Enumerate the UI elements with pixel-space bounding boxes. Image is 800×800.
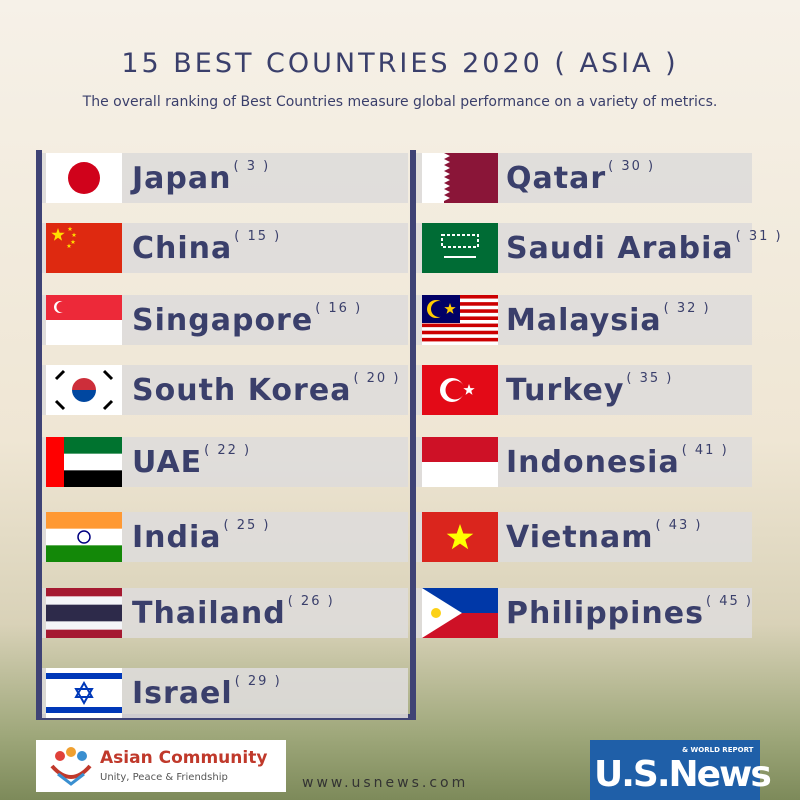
country-row: UAE( 22 )	[42, 437, 408, 487]
country-row: Malaysia( 32 )	[416, 295, 752, 345]
brand-logo	[50, 747, 92, 786]
country-name: Japan( 3 )	[132, 159, 270, 196]
country-label: Philippines	[506, 596, 704, 631]
flag	[46, 437, 122, 487]
country-rank: ( 31 )	[735, 229, 783, 244]
country-row: Saudi Arabia( 31 )	[416, 223, 781, 273]
flag	[422, 365, 498, 415]
flag	[422, 153, 498, 203]
country-row: Qatar( 30 )	[416, 153, 752, 203]
title: 15 BEST COUNTRIES 2020 ( ASIA )	[121, 48, 679, 79]
country-name: UAE( 22 )	[132, 443, 251, 480]
frame	[36, 150, 42, 720]
subtitle: The overall ranking of Best Countries me…	[82, 94, 718, 110]
country-rank: ( 20 )	[353, 371, 401, 386]
country-label: Indonesia	[506, 445, 680, 480]
country-rank: ( 43 )	[655, 518, 703, 533]
flag	[46, 223, 122, 273]
brand-tagline: Unity, Peace & Friendship	[100, 772, 228, 783]
country-rank: ( 26 )	[287, 594, 335, 609]
country-name: Israel( 29 )	[132, 674, 282, 711]
country-label: Qatar	[506, 161, 607, 196]
country-row: Indonesia( 41 )	[416, 437, 752, 487]
country-label: Vietnam	[506, 520, 654, 555]
country-name: Philippines( 45 )	[506, 594, 753, 631]
brand-box: Asian Community Unity, Peace & Friendshi…	[36, 740, 286, 792]
country-rank: ( 16 )	[315, 301, 363, 316]
country-label: Turkey	[506, 373, 625, 408]
country-name: Qatar( 30 )	[506, 159, 655, 196]
country-name: Singapore( 16 )	[132, 301, 362, 338]
country-name: Thailand( 26 )	[132, 594, 335, 631]
flag	[422, 223, 498, 273]
flag	[46, 512, 122, 562]
country-row: India( 25 )	[42, 512, 408, 562]
country-rank: ( 22 )	[204, 443, 252, 458]
country-rank: ( 29 )	[234, 674, 282, 689]
flag	[46, 153, 122, 203]
country-row: Japan( 3 )	[42, 153, 408, 203]
country-label: Israel	[132, 676, 233, 711]
frame	[410, 150, 416, 720]
website: www.usnews.com	[302, 775, 469, 791]
country-rank: ( 45 )	[706, 594, 753, 609]
country-label: UAE	[132, 445, 203, 480]
country-row: Turkey( 35 )	[416, 365, 752, 415]
brand-name: Asian Community	[100, 748, 268, 768]
country-rank: ( 41 )	[681, 443, 729, 458]
country-rank: ( 35 )	[626, 371, 674, 386]
country-rank: ( 32 )	[663, 301, 711, 316]
country-rank: ( 15 )	[234, 229, 282, 244]
flag	[46, 365, 122, 415]
country-label: Singapore	[132, 303, 314, 338]
country-rank: ( 3 )	[233, 159, 271, 174]
country-label: Saudi Arabia	[506, 231, 734, 266]
country-label: India	[132, 520, 222, 555]
country-row: Philippines( 45 )	[416, 588, 752, 638]
country-name: Indonesia( 41 )	[506, 443, 729, 480]
country-label: Japan	[132, 161, 232, 196]
country-label: South Korea	[132, 373, 352, 408]
country-label: China	[132, 231, 233, 266]
country-rank: ( 25 )	[223, 518, 271, 533]
logo-text: U.S.News	[594, 754, 772, 795]
flag	[422, 588, 498, 638]
country-name: Turkey( 35 )	[506, 371, 673, 408]
flag	[46, 295, 122, 345]
country-row: Vietnam( 43 )	[416, 512, 752, 562]
country-row: South Korea( 20 )	[42, 365, 408, 415]
country-name: South Korea( 20 )	[132, 371, 400, 408]
country-label: Thailand	[132, 596, 286, 631]
logo-sub: & WORLD REPORT	[682, 746, 754, 754]
country-name: Vietnam( 43 )	[506, 518, 702, 555]
flag	[422, 437, 498, 487]
country-name: Malaysia( 32 )	[506, 301, 711, 338]
country-row: Singapore( 16 )	[42, 295, 408, 345]
usnews-logo: & WORLD REPORT U.S.News	[590, 740, 772, 800]
country-name: China( 15 )	[132, 229, 281, 266]
flag	[422, 512, 498, 562]
flag	[422, 295, 498, 345]
flag	[46, 588, 122, 638]
flag	[46, 668, 122, 718]
country-row: China( 15 )	[42, 223, 408, 273]
country-rank: ( 30 )	[608, 159, 656, 174]
country-name: India( 25 )	[132, 518, 270, 555]
country-row: Thailand( 26 )	[42, 588, 408, 638]
country-label: Malaysia	[506, 303, 662, 338]
country-name: Saudi Arabia( 31 )	[506, 229, 783, 266]
country-row: Israel( 29 )	[42, 668, 408, 718]
